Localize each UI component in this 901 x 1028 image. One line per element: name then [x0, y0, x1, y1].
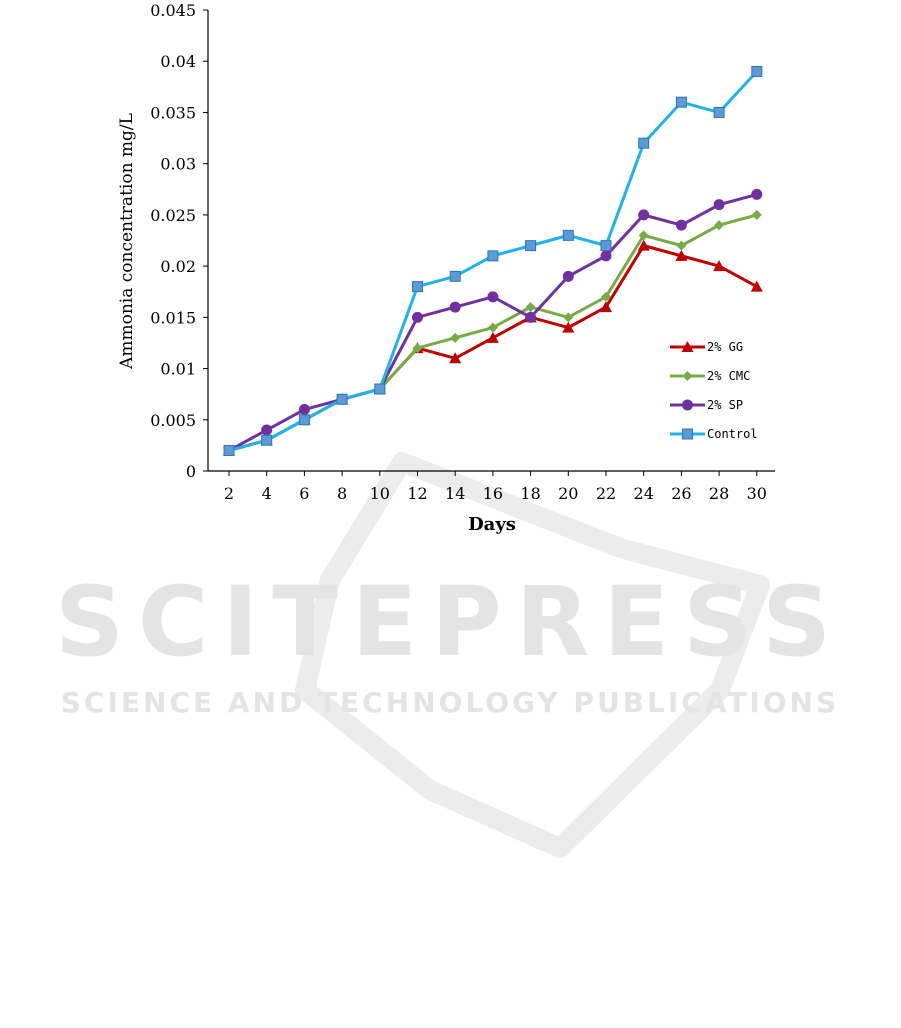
- data-point: [600, 250, 612, 262]
- data-point: [713, 106, 725, 118]
- plot-area: 0 0.005 0.01 0.015 0.02 0.025 0.03 0.035 0.04 0.0…: [117, 1, 775, 535]
- data-point: [449, 352, 462, 364]
- x-tick-label: 8: [337, 484, 347, 503]
- data-point: [637, 239, 650, 251]
- x-axis-title: Days: [468, 514, 516, 535]
- x-axis-ticks: 2 4 6 8 10 12 14 16 18 20 22 24 26 28 30: [224, 471, 767, 503]
- data-point: [600, 301, 612, 313]
- legend-entry: 2% SP: [670, 398, 743, 412]
- data-point: [676, 240, 687, 251]
- y-tick-label: 0.025: [150, 206, 196, 225]
- x-tick-label: 14: [445, 484, 465, 503]
- data-point: [675, 219, 687, 231]
- legend-marker: [682, 428, 693, 440]
- data-point: [600, 240, 612, 252]
- x-tick-label: 28: [709, 484, 729, 503]
- data-point: [374, 383, 386, 395]
- legend-marker: [682, 399, 693, 411]
- data-point: [751, 188, 763, 200]
- data-point: [298, 404, 310, 416]
- data-point: [638, 230, 649, 241]
- data-point: [751, 209, 762, 220]
- y-tick-label: 0.03: [160, 155, 196, 174]
- data-point: [713, 260, 726, 272]
- data-point: [525, 311, 537, 323]
- data-point: [562, 229, 574, 241]
- data-point: [713, 199, 725, 211]
- data-point: [412, 281, 423, 293]
- x-tick-label: 18: [520, 484, 540, 503]
- y-tick-label: 0: [186, 462, 196, 481]
- legend-entry: 2% CMC: [670, 369, 750, 383]
- data-point: [714, 220, 725, 231]
- x-tick-label: 20: [558, 484, 578, 503]
- data-point: [638, 209, 650, 221]
- data-point: [487, 291, 499, 303]
- data-point: [601, 291, 611, 302]
- legend-label: Control: [707, 427, 758, 441]
- x-tick-label: 26: [671, 484, 691, 503]
- data-point: [487, 322, 498, 333]
- data-point: [412, 311, 423, 323]
- watermark: SCITEPRESS SCIENCE AND TECHNOLOGY PUBLIC…: [55, 452, 845, 858]
- x-tick-label: 4: [262, 484, 272, 503]
- data-point: [563, 312, 574, 323]
- x-tick-label: 22: [596, 484, 616, 503]
- legend-marker: [681, 341, 694, 352]
- data-point: [486, 331, 499, 343]
- data-point: [525, 302, 536, 313]
- watermark-title: SCITEPRESS: [55, 566, 845, 678]
- data-point: [675, 96, 687, 108]
- data-point: [750, 280, 763, 292]
- data-point: [261, 424, 273, 436]
- data-point: [449, 301, 461, 313]
- x-tick-label: 16: [483, 484, 503, 503]
- legend-label: 2% GG: [707, 340, 743, 354]
- data-point: [223, 445, 235, 457]
- x-tick-label: 24: [634, 484, 654, 503]
- x-tick-label: 6: [299, 484, 309, 503]
- data-point: [562, 270, 574, 282]
- y-tick-label: 0.045: [150, 1, 196, 20]
- data-point: [638, 137, 650, 149]
- legend-entry: Control: [670, 427, 758, 441]
- legend-label: 2% CMC: [707, 369, 750, 383]
- data-point: [675, 249, 688, 261]
- x-tick-label: 10: [370, 484, 390, 503]
- y-axis-title: Ammonia concentration mg/L: [117, 113, 137, 370]
- legend-label: 2% SP: [707, 398, 743, 412]
- y-tick-label: 0.01: [160, 360, 196, 379]
- data-point: [450, 332, 461, 343]
- data-point: [336, 393, 348, 405]
- data-point: [562, 321, 575, 333]
- data-point: [525, 240, 537, 252]
- watermark-emblem: [295, 452, 770, 858]
- data-point: [487, 250, 499, 262]
- y-tick-label: 0.02: [160, 257, 196, 276]
- legend-entry: 2% GG: [670, 340, 743, 354]
- x-tick-label: 2: [224, 484, 234, 503]
- data-point: [298, 414, 310, 426]
- y-tick-label: 0.015: [150, 308, 196, 327]
- y-tick-label: 0.04: [160, 52, 196, 71]
- y-tick-label: 0.035: [150, 103, 196, 122]
- data-point: [412, 343, 423, 354]
- legend: 2% GG 2% CMC 2% SP Control: [670, 340, 758, 441]
- series-layer: [223, 65, 763, 457]
- y-axis-ticks: 0 0.005 0.01 0.015 0.02 0.025 0.03 0.035 0.04 0.0…: [150, 1, 208, 481]
- watermark-subtitle: SCIENCE AND TECHNOLOGY PUBLICATIONS: [61, 686, 840, 719]
- x-tick-label: 12: [407, 484, 427, 503]
- y-tick-label: 0.005: [150, 411, 196, 430]
- data-point: [751, 65, 763, 77]
- series-control: [223, 65, 763, 457]
- data-point: [449, 270, 461, 282]
- x-tick-label: 30: [747, 484, 767, 503]
- data-point: [261, 434, 273, 446]
- legend-marker: [682, 371, 693, 381]
